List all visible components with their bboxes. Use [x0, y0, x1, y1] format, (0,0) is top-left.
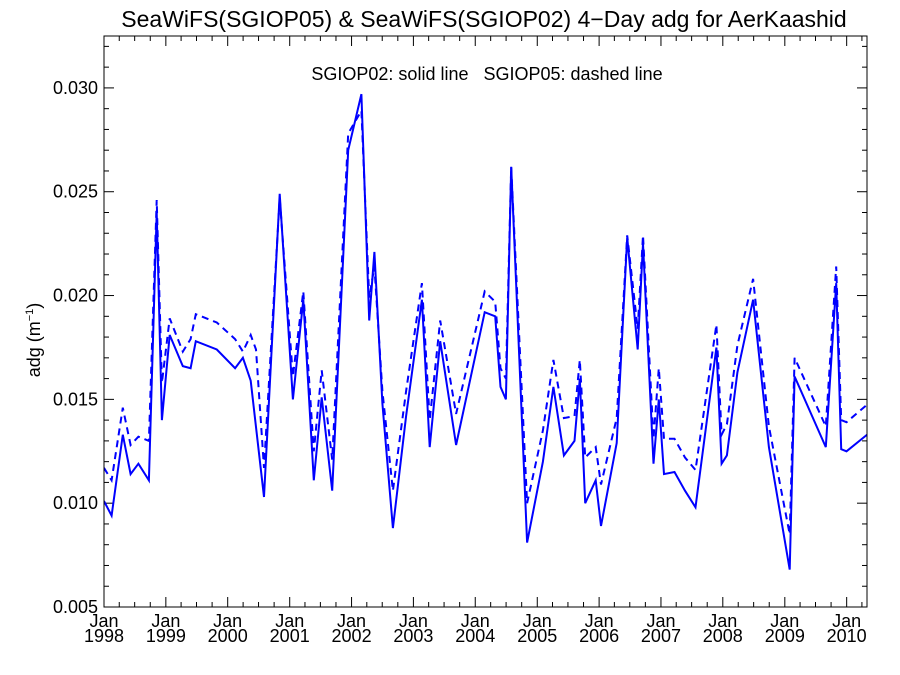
- x-tick-label-year: 1998: [84, 626, 124, 646]
- x-tick-label-month: Jan: [399, 611, 428, 631]
- chart-title: SeaWiFS(SGIOP05) & SeaWiFS(SGIOP02) 4−Da…: [121, 6, 846, 32]
- x-tick-label-month: Jan: [275, 611, 304, 631]
- x-tick-label-year: 2004: [455, 626, 495, 646]
- series-line-sgiop02: [104, 93, 867, 570]
- y-axis-label-exponent: −1: [24, 309, 36, 322]
- y-tick-label: 0.025: [53, 182, 98, 202]
- x-tick-label-month: Jan: [151, 611, 180, 631]
- y-axis-label-close: ): [24, 303, 44, 309]
- x-tick-label-month: Jan: [213, 611, 242, 631]
- y-axis-label-main: adg (m: [24, 321, 44, 377]
- x-tick-label-year: 2005: [517, 626, 557, 646]
- series-line-sgiop05: [104, 107, 867, 535]
- legend-annotation: SGIOP02: solid line SGIOP05: dashed line: [311, 64, 662, 84]
- x-tick-label-month: Jan: [337, 611, 366, 631]
- x-tick-label-year: 2008: [703, 626, 743, 646]
- y-tick-label: 0.005: [53, 597, 98, 617]
- x-tick-label-year: 1999: [146, 626, 186, 646]
- y-tick-label: 0.030: [53, 78, 98, 98]
- x-tick-label-year: 2003: [393, 626, 433, 646]
- x-tick-label-month: Jan: [770, 611, 799, 631]
- x-tick-label-month: Jan: [523, 611, 552, 631]
- x-tick-label-month: Jan: [646, 611, 675, 631]
- x-tick-label-year: 2006: [579, 626, 619, 646]
- x-tick-label-year: 2002: [332, 626, 372, 646]
- plot-area: 0.0050.0100.0150.0200.0250.030Jan1998Jan…: [53, 36, 867, 646]
- x-tick-label-month: Jan: [708, 611, 737, 631]
- x-tick-label-year: 2001: [270, 626, 310, 646]
- x-tick-label-month: Jan: [89, 611, 118, 631]
- x-tick-label-year: 2009: [765, 626, 805, 646]
- x-tick-label-year: 2007: [641, 626, 681, 646]
- x-tick-label-month: Jan: [461, 611, 490, 631]
- y-tick-label: 0.010: [53, 493, 98, 513]
- x-tick-label-month: Jan: [832, 611, 861, 631]
- plot-frame: [103, 35, 868, 608]
- y-tick-label: 0.015: [53, 389, 98, 409]
- x-tick-label-year: 2010: [827, 626, 867, 646]
- x-tick-label-year: 2000: [208, 626, 248, 646]
- y-axis-label: adg (m−1): [24, 303, 44, 378]
- x-tick-label-month: Jan: [585, 611, 614, 631]
- y-tick-label: 0.020: [53, 286, 98, 306]
